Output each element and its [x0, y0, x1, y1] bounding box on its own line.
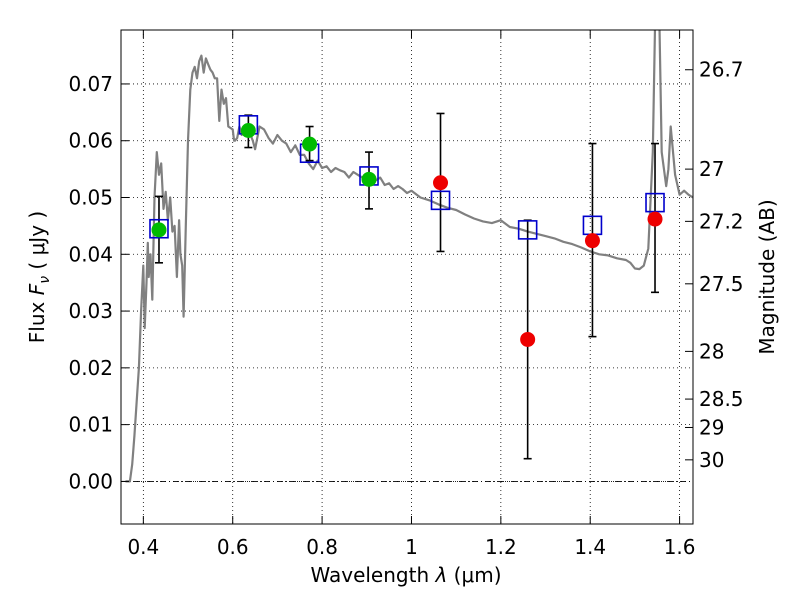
x-tick-label-2: 0.8: [306, 535, 338, 559]
right-tick-label-2: 27.2: [699, 209, 744, 233]
right-tick-label-6: 29: [699, 415, 724, 439]
x-tick-label-1: 0.6: [217, 535, 249, 559]
right-tick-label-1: 27: [699, 157, 724, 181]
x-tick-label-4: 1.2: [485, 535, 517, 559]
y-axis-label: Flux Fν ( μJy ): [25, 211, 53, 343]
y-tick-label-3: 0.03: [68, 299, 113, 323]
point-red-2: [585, 233, 600, 248]
y-axis-ticks: 0.00 0.01 0.02 0.03 0.04 0.05 0.06 0.07: [68, 72, 129, 493]
model-squares: [150, 116, 664, 239]
x-tick-label-6: 1.6: [664, 535, 696, 559]
right-tick-label-5: 28.5: [699, 387, 744, 411]
point-green-3: [362, 172, 377, 187]
point-green-2: [302, 137, 317, 152]
y-tick-label-5: 0.05: [68, 186, 113, 210]
y-tick-label-2: 0.02: [68, 356, 113, 380]
x-tick-label-0: 0.4: [127, 535, 159, 559]
right-tick-label-4: 28: [699, 339, 724, 363]
y-tick-label-7: 0.07: [68, 72, 113, 96]
error-bars: [155, 113, 659, 458]
x-axis-label: Wavelength λ (μm): [310, 563, 501, 587]
y-tick-label-0: 0.00: [68, 469, 113, 493]
x-tick-label-3: 1: [405, 535, 418, 559]
point-green-0: [151, 222, 166, 237]
point-red-0: [433, 175, 448, 190]
right-tick-label-0: 26.7: [699, 58, 744, 82]
y-tick-label-1: 0.01: [68, 413, 113, 437]
x-tick-label-5: 1.4: [574, 535, 606, 559]
point-green-1: [241, 123, 256, 138]
y-tick-label-6: 0.06: [68, 129, 113, 153]
right-axis-label: Magnitude (AB): [755, 199, 779, 354]
plot-frame: [121, 30, 693, 524]
point-red-3: [648, 212, 663, 227]
right-tick-label-3: 27.5: [699, 272, 744, 296]
y-tick-label-4: 0.04: [68, 242, 113, 266]
point-red-1: [520, 332, 535, 347]
right-tick-label-7: 30: [699, 448, 724, 472]
right-axis-ticks: 26.7 27 27.2 27.5 28 28.5 29 30: [685, 58, 744, 472]
grid: [121, 30, 693, 524]
sed-chart: 0.4 0.6 0.8 1 1.2 1.4 1.6 0.00 0.01 0.02 0.03 0.04…: [0, 0, 800, 600]
